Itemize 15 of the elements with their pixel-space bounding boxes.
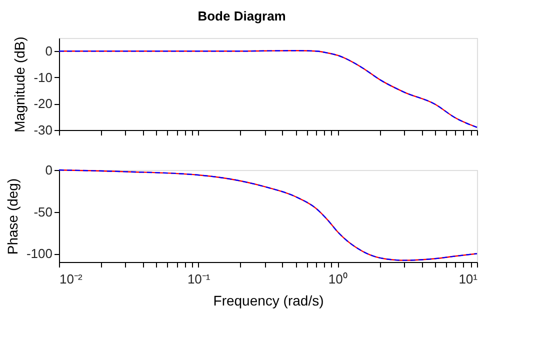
x-tick-label: 10⁻² (60, 272, 83, 286)
y-tick-label: 0 (45, 44, 52, 59)
x-axis-title: Frequency (rad/s) (213, 292, 324, 308)
y-tick-label: -20 (34, 96, 52, 112)
y-tick-label: -100 (26, 246, 52, 262)
y-tick-label: -30 (34, 122, 52, 138)
y-tick-label: 0 (45, 162, 52, 178)
y-tick-label: -10 (34, 70, 52, 85)
y-tick-label: -50 (34, 204, 52, 220)
y-axis-title: Phase (deg) (4, 178, 20, 255)
x-tick-label: 10¹ (458, 272, 478, 286)
y-axis-title: Magnitude (dB) (12, 36, 28, 132)
x-tick-label: 10⁻¹ (187, 272, 211, 286)
chart-title: Bode Diagram (198, 8, 286, 24)
x-tick-label: 10⁰ (328, 272, 348, 286)
